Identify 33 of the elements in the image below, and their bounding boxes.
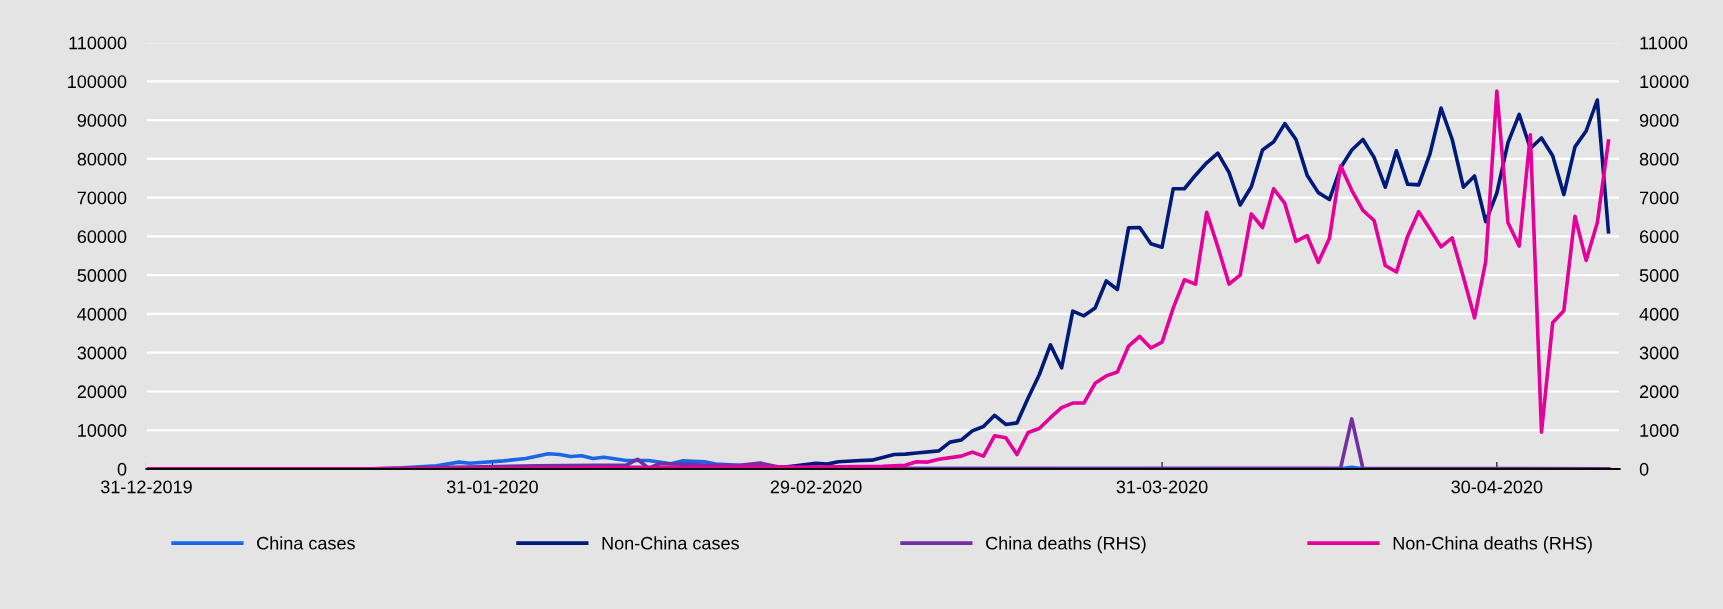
y-tick-label: 100000: [68, 75, 127, 89]
y-tick-label: 20000: [77, 385, 127, 399]
y2-tick-label: 2000: [1639, 385, 1679, 399]
y2-tick-label: 3000: [1639, 346, 1679, 360]
y-tick-label: 90000: [77, 114, 127, 127]
x-tick-label: 30-04-2020: [1451, 480, 1543, 494]
legend-label: China cases: [257, 536, 355, 550]
y2-tick-label: 6000: [1639, 230, 1679, 244]
y-tick-label: 0: [117, 462, 127, 476]
y2-tick-label: 8000: [1639, 152, 1679, 166]
y-tick-label: 50000: [77, 269, 127, 282]
y-tick-label: 110000: [69, 36, 127, 50]
y2-tick-label: 4000: [1639, 307, 1679, 321]
y-tick-label: 80000: [77, 152, 127, 166]
x-tick-label: 31-01-2020: [446, 480, 538, 494]
legend-label: Non-China cases: [602, 536, 739, 550]
y2-tick-label: 0: [1639, 462, 1649, 476]
x-tick-label: 31-12-2019: [100, 480, 192, 494]
y-tick-label: 60000: [77, 230, 127, 244]
legend-label: China deaths (RHS): [986, 536, 1146, 554]
y-tick-label: 70000: [77, 191, 127, 205]
y-tick-label: 30000: [77, 346, 127, 360]
y-tick-label: 10000: [78, 424, 127, 437]
y2-tick-label: 5000: [1639, 269, 1679, 282]
y2-tick-label: 11000: [1640, 36, 1688, 50]
y2-tick-label: 1000: [1640, 424, 1679, 437]
y2-tick-label: 7000: [1639, 191, 1679, 205]
x-tick-label: 31-03-2020: [1116, 480, 1208, 494]
y2-tick-label: 9000: [1639, 114, 1679, 127]
legend-label: Non-China deaths (RHS): [1393, 536, 1592, 554]
x-tick-label: 29-02-2020: [770, 480, 862, 494]
y-tick-label: 40000: [77, 307, 127, 321]
y2-tick-label: 10000: [1640, 75, 1689, 89]
